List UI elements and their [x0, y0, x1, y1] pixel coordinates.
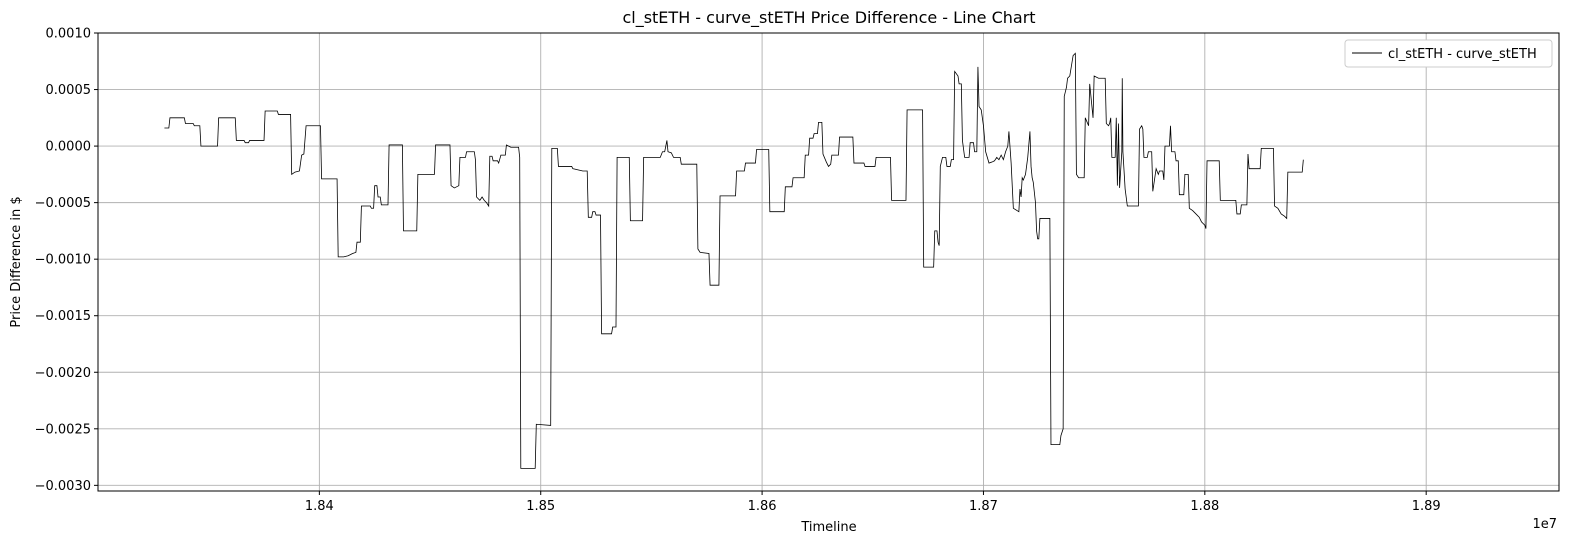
legend-box	[1344, 39, 1553, 68]
x-tick-label: 1.89	[1412, 499, 1441, 514]
legend-label: cl_stETH - curve_stETH	[1388, 47, 1537, 62]
y-tick-label: −0.0010	[35, 253, 91, 268]
x-axis: 1.84 1.85 1.86 1.87 1.88 1.89	[305, 491, 1441, 514]
plot-frame	[97, 32, 1560, 492]
x-tick-label: 1.84	[305, 499, 334, 514]
y-tick-label: 0.0010	[46, 27, 92, 42]
legend: cl_stETH - curve_stETH	[1344, 39, 1553, 68]
y-axis: 0.0010 0.0005 0.0000 −0.0005 −0.0010 −0.0015 −…	[35, 27, 98, 494]
y-tick-label: −0.0005	[35, 196, 91, 211]
x-tick-label: 1.86	[748, 499, 777, 514]
y-tick-label: −0.0015	[35, 309, 91, 324]
y-tick-label: −0.0025	[35, 422, 91, 437]
y-tick-label: −0.0020	[35, 366, 91, 381]
x-tick-label: 1.88	[1190, 499, 1219, 514]
x-axis-label: Timeline	[800, 520, 856, 535]
series-line	[164, 52, 1304, 469]
y-tick-label: −0.0030	[35, 479, 91, 494]
x-tick-label: 1.87	[969, 499, 998, 514]
x-tick-label: 1.85	[526, 499, 555, 514]
x-offset-label: 1e7	[1532, 517, 1557, 532]
y-tick-label: 0.0005	[46, 83, 92, 98]
series-layer	[164, 52, 1304, 469]
y-axis-label: Price Difference in $	[9, 196, 24, 327]
chart-title: cl_stETH - curve_stETH Price Difference …	[622, 8, 1035, 28]
y-tick-label: 0.0000	[46, 140, 92, 155]
grid-lines	[98, 32, 1559, 491]
